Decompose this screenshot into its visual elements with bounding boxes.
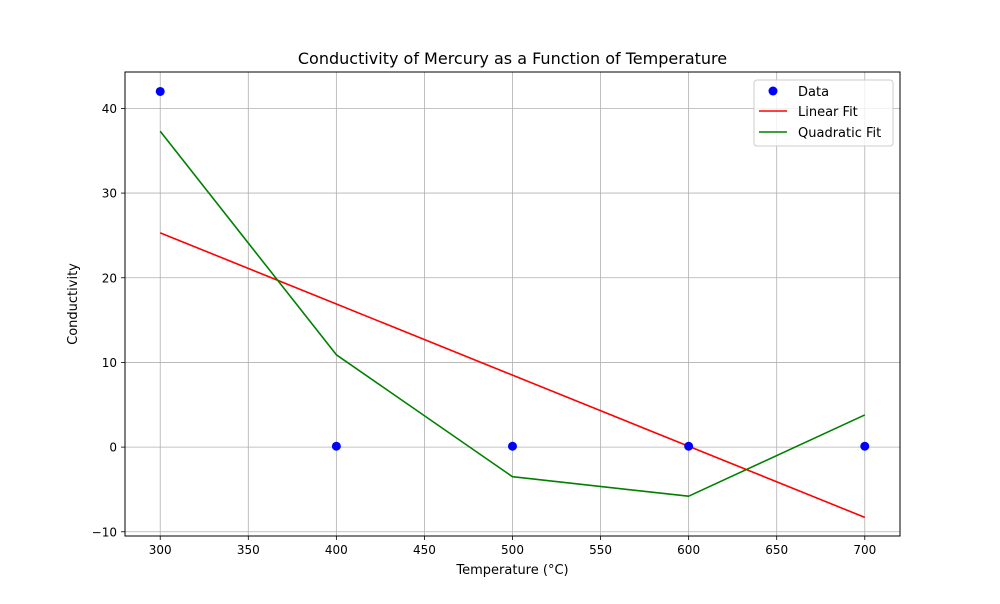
legend-label-data: Data [798, 85, 829, 100]
y-tick-label-20: 20 [102, 271, 117, 285]
data-point-data-300 [155, 86, 165, 96]
x-tick-label-450: 450 [413, 543, 436, 557]
y-tick-label-10: 10 [102, 356, 117, 370]
x-tick-label-650: 650 [765, 543, 788, 557]
data-point-data-500 [508, 441, 517, 451]
x-tick-label-400: 400 [325, 543, 348, 557]
x-axis-label: Temperature (°C) [455, 563, 568, 578]
y-tick-label-0: 0 [109, 441, 117, 455]
data-point-data-700 [860, 441, 870, 451]
y-tick-label--10: −10 [92, 525, 117, 539]
x-tick-label-500: 500 [501, 543, 524, 557]
x-tick-label-350: 350 [237, 543, 260, 557]
legend-box [753, 79, 894, 147]
data-point-data-400 [331, 441, 341, 451]
x-tick-label-550: 550 [589, 543, 612, 557]
data-point-data-600 [684, 441, 694, 451]
legend: Data Linear Fit Quadratic Fit [753, 79, 894, 147]
series-line-quadratic-fit [159, 130, 866, 498]
legend-label-quadratic-fit: Quadratic Fit [798, 126, 881, 141]
y-axis-label: Conductivity [66, 263, 81, 345]
y-tick-label-40: 40 [102, 102, 117, 116]
chart-title: Conductivity of Mercury as a Function of… [298, 49, 727, 68]
y-tick-label-30: 30 [102, 187, 117, 201]
x-tick-label-300: 300 [149, 543, 172, 557]
legend-label-linear-fit: Linear Fit [798, 105, 858, 120]
x-tick-label-600: 600 [677, 543, 700, 557]
axis-layer: 300 350 400 450 500 550 600 650 700 −10 0 10 20 30 40 [92, 102, 877, 557]
series-layer [155, 86, 870, 519]
legend-marker-data [768, 86, 778, 96]
x-tick-label-700: 700 [853, 543, 876, 557]
